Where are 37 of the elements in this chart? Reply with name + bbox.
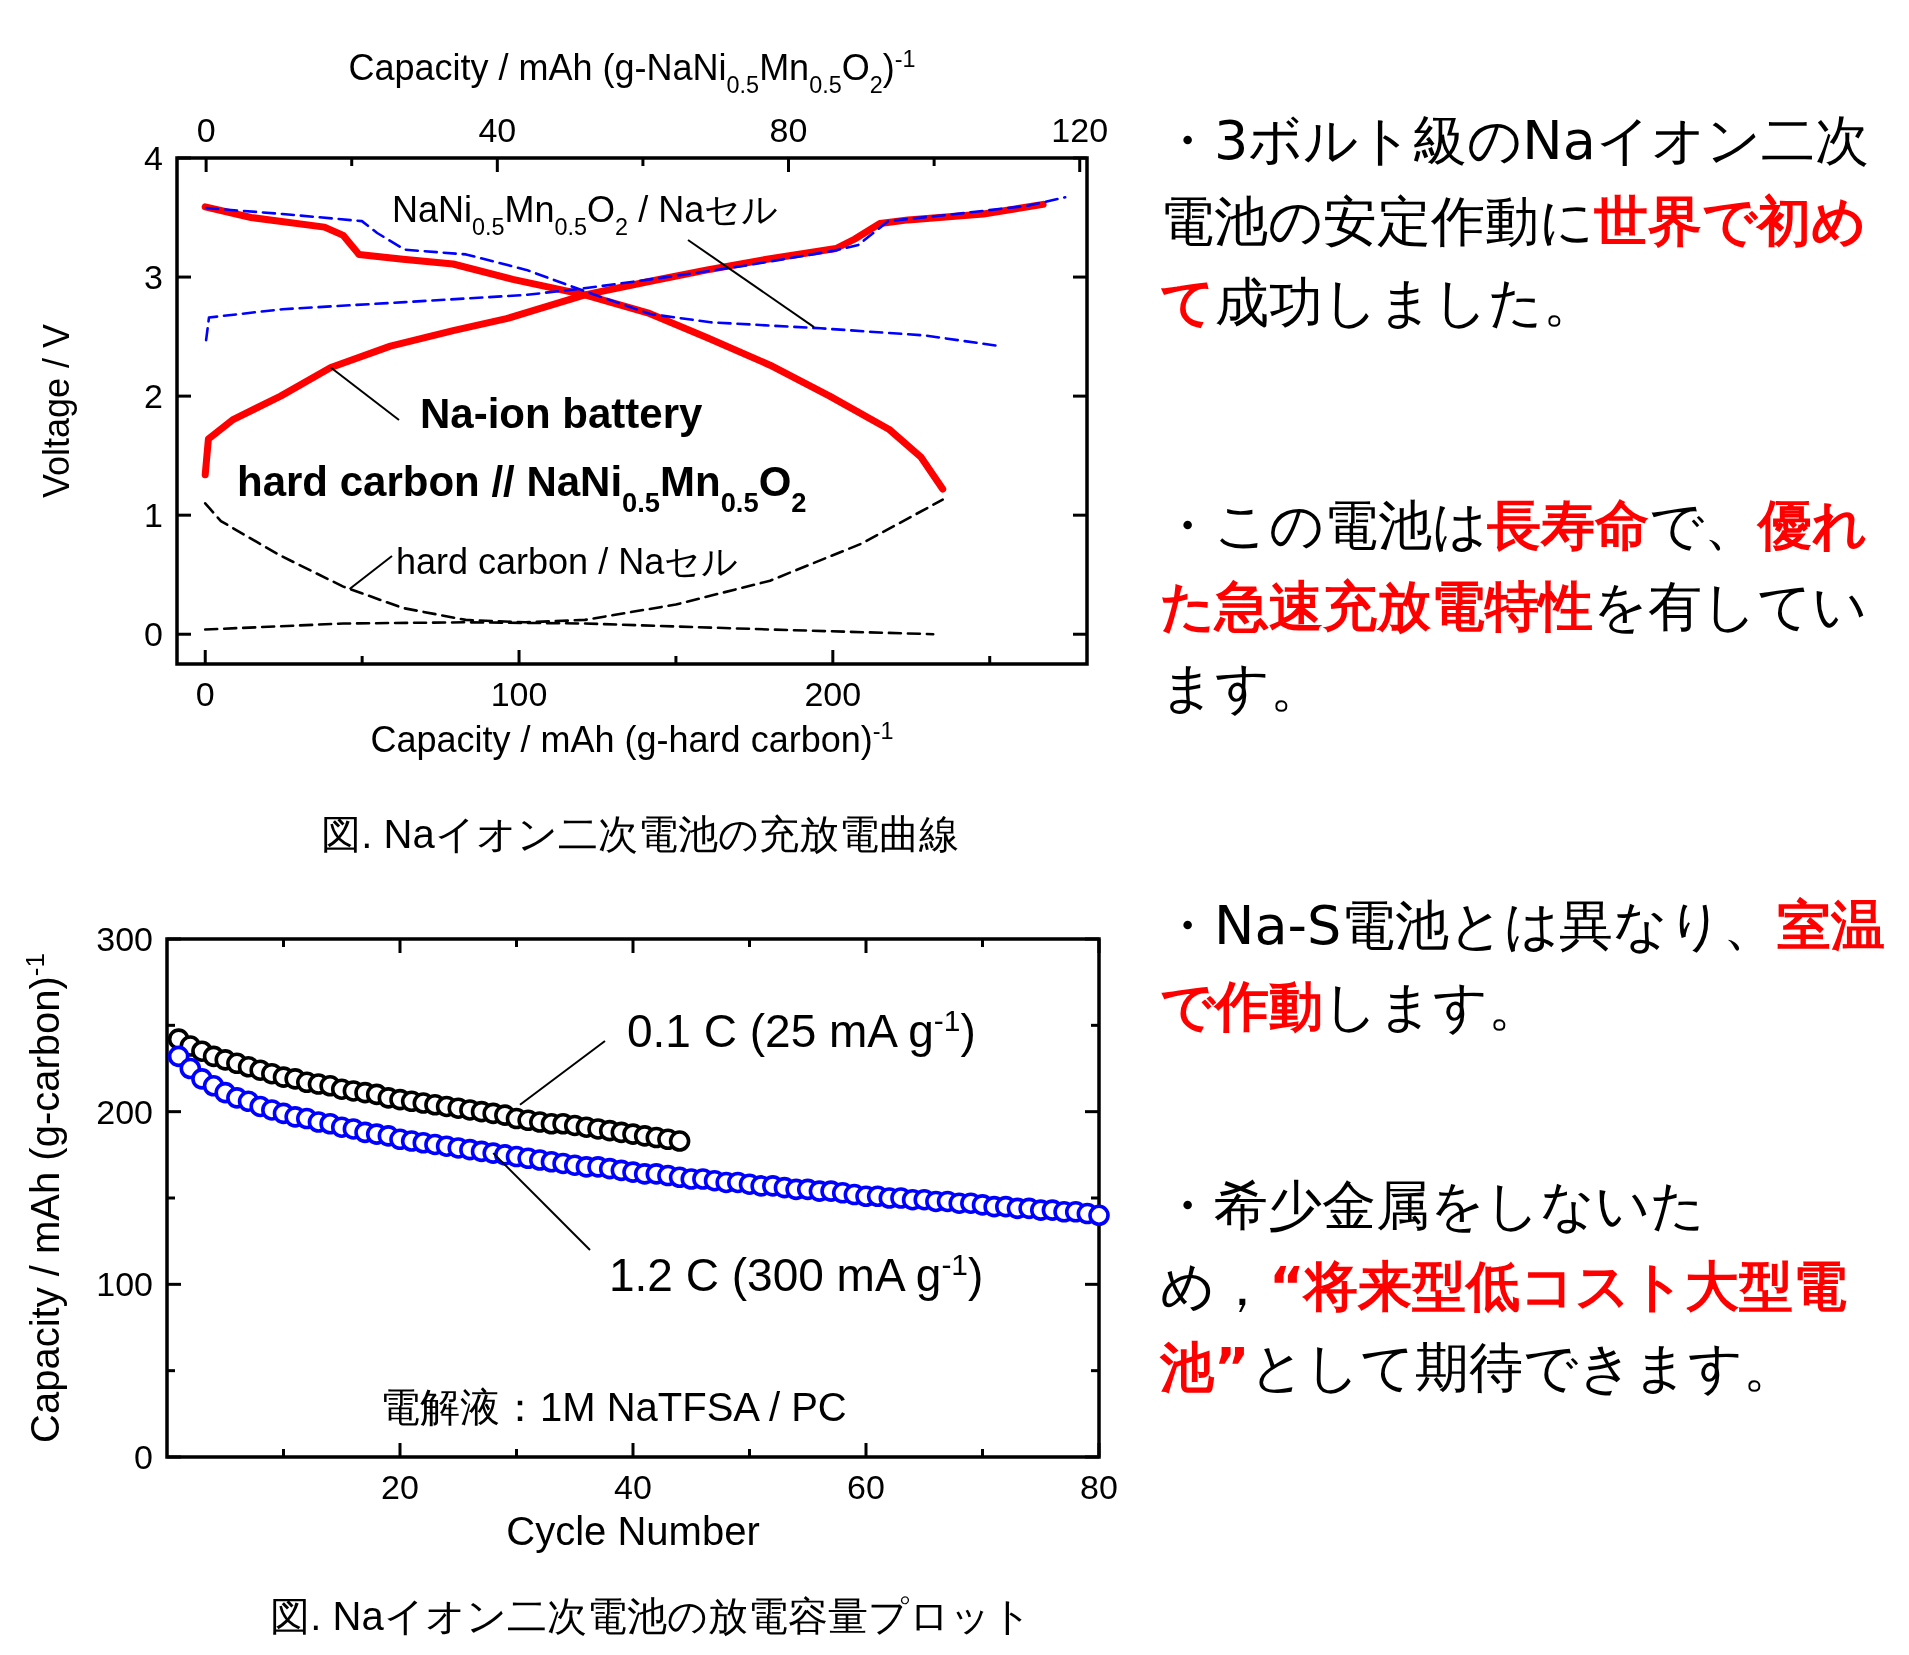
text: ・この電池は長寿命で、優れた急速充放電特性を有しています。 [1160, 494, 1867, 719]
x-tick-label: 60 [847, 1468, 885, 1506]
x-axis-title: Capacity / mAh (g-hard carbon)$^{-1}$ [370, 718, 894, 760]
text: ・3ボルト級のNaイオン二次電池の安定作動に世界で初めて成功しました。 [1160, 109, 1869, 334]
y-tick-label: 0 [134, 1438, 153, 1476]
x-tick-label: 20 [381, 1468, 419, 1506]
text: ・希少金属をしないため，“将来型低コスト大型電池”として期待できます。 [1160, 1173, 1849, 1401]
y-tick-label: 3 [144, 258, 163, 297]
x2-axis-title: Capacity / mAh (g-NaNi$_{0.5}$Mn$_{0.5}$O$_{2}$)$^{-1}$ [348, 46, 916, 98]
text: 図. Naイオン二次電池の充放電曲線 [321, 812, 959, 856]
y-axis-title: Voltage / V [36, 323, 77, 499]
text: ・Na-S電池とは異なり、室温で作動します。 [1160, 894, 1886, 1038]
x-tick-label: 80 [1080, 1468, 1118, 1506]
annotation: 電解液：1M NaTFSA / PC [380, 1385, 847, 1429]
x2-tick-label: 80 [769, 111, 808, 149]
x2-tick-label: 0 [196, 111, 216, 149]
y-tick-label: 1 [144, 496, 163, 535]
annotation: 1.2 C (300 mA g$^{-1}$) [609, 1247, 984, 1301]
annotation: Na-ion battery [420, 390, 704, 437]
annotation: hard carbon / Naセル [396, 541, 739, 582]
text: hard carbon // NaNi$_{0.5}$Mn$_{0.5}$O$_{2}$ [237, 458, 807, 518]
x-tick-label: 0 [195, 675, 215, 713]
y-tick-label: 200 [96, 1092, 153, 1131]
y-tick-label: 4 [144, 139, 163, 177]
x-tick-label: 40 [614, 1468, 652, 1506]
x-axis-title: Cycle Number [506, 1509, 760, 1553]
x-tick-label: 200 [804, 675, 862, 713]
y-tick-label: 100 [96, 1265, 153, 1304]
annotation: NaNi$_{0.5}$Mn$_{0.5}$O$_{2}$ / Naセル [392, 189, 779, 240]
text: 図. Naイオン二次電池の放電容量プロット [270, 1594, 1032, 1638]
y-tick-label: 2 [144, 377, 163, 416]
y-tick-label: 0 [144, 615, 163, 654]
annotation: 0.1 C (25 mA g$^{-1}$) [627, 1003, 976, 1057]
x2-tick-label: 40 [478, 111, 517, 149]
x-tick-label: 100 [490, 675, 548, 713]
y-tick-label: 300 [96, 920, 153, 958]
x2-tick-label: 120 [1051, 111, 1109, 149]
